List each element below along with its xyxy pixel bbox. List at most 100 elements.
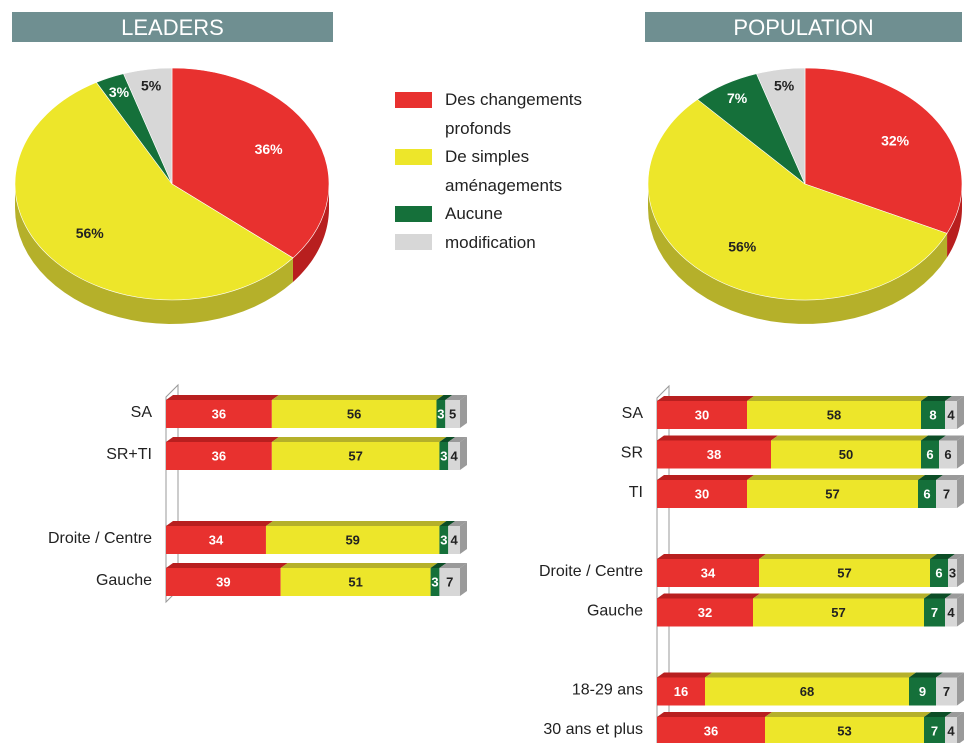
- bar-segment: [705, 677, 909, 706]
- bar-top: [936, 672, 964, 678]
- bar-label: 3: [431, 574, 438, 589]
- bar-label: 7: [943, 684, 950, 699]
- header-title: POPULATION: [733, 15, 873, 40]
- bar-label: 4: [451, 448, 459, 463]
- bar-top: [271, 437, 447, 442]
- bar-label: 58: [827, 407, 841, 422]
- category-label: SR: [621, 445, 643, 462]
- bar-segment: [936, 677, 957, 706]
- slice-label: 56%: [728, 239, 757, 255]
- bar-label: 38: [707, 447, 721, 462]
- bar-end: [460, 563, 467, 596]
- bar-top: [445, 395, 467, 400]
- bar-segment: [166, 526, 266, 554]
- category-label: Gauche: [587, 603, 643, 620]
- bar-top: [166, 521, 273, 526]
- bar-top: [747, 396, 928, 401]
- slice-label: 56%: [76, 225, 105, 241]
- bar-label: 4: [451, 532, 459, 547]
- bar-top: [930, 554, 955, 559]
- legend-label: De simples aménagements: [445, 147, 563, 195]
- bar-segment: [924, 717, 945, 743]
- bar-segment: [166, 400, 272, 428]
- category-label: SR+TI: [106, 446, 152, 463]
- bar-label: 30: [695, 407, 709, 422]
- bar-segment: [747, 480, 918, 508]
- bar-label: 3: [437, 406, 444, 421]
- bar-end: [957, 593, 964, 627]
- bar-label: 56: [347, 406, 361, 421]
- bar-label: 57: [831, 605, 845, 620]
- bar-end: [957, 554, 964, 587]
- bar-top: [909, 672, 943, 678]
- slice: [647, 99, 948, 301]
- bar-segment: [439, 568, 460, 596]
- slice: [171, 67, 330, 259]
- header-title: LEADERS: [121, 15, 224, 40]
- bar-top: [657, 396, 754, 401]
- bar-segment: [921, 401, 945, 429]
- bar-label: 32: [698, 605, 712, 620]
- bar-label: 9: [919, 684, 926, 699]
- slice: [123, 67, 173, 185]
- bar-top: [448, 437, 467, 442]
- category-label: SA: [131, 404, 153, 421]
- bar-top: [765, 712, 931, 717]
- slice-label: 32%: [881, 132, 910, 148]
- bar-label: 57: [825, 486, 839, 501]
- bar-end: [957, 672, 964, 706]
- bar-label: 39: [216, 574, 230, 589]
- bar-segment: [759, 559, 930, 587]
- slice-side: [15, 184, 293, 324]
- bar-label: 51: [348, 574, 362, 589]
- bar-label: 4: [947, 723, 955, 738]
- bar-top: [924, 712, 952, 717]
- bar-top: [271, 395, 444, 400]
- bar-segment: [657, 717, 765, 743]
- bar-segment: [280, 568, 431, 596]
- bar-top: [945, 712, 964, 717]
- bar-label: 3: [440, 448, 447, 463]
- bar-label: 8: [929, 407, 936, 422]
- bar-label: 30: [695, 486, 709, 501]
- bar-segment: [445, 400, 460, 428]
- bar-label: 4: [947, 605, 955, 620]
- bar-segment: [945, 401, 957, 429]
- bar-top: [657, 593, 760, 599]
- bar-label: 3: [440, 532, 447, 547]
- bar-segment: [439, 442, 449, 470]
- bar-label: 59: [345, 532, 359, 547]
- category-label: Gauche: [96, 572, 152, 589]
- bar-label: 6: [923, 486, 930, 501]
- bar-top: [753, 593, 931, 599]
- bar-label: 6: [926, 447, 933, 462]
- category-label: Droite / Centre: [48, 530, 152, 547]
- bar-segment: [271, 400, 437, 428]
- legend-swatch: [395, 206, 432, 222]
- bar-top: [948, 554, 964, 559]
- bar-segment: [921, 440, 939, 469]
- bar-segment: [936, 480, 957, 508]
- bar-top: [936, 475, 964, 480]
- bar-top: [280, 563, 438, 568]
- bar-segment: [657, 401, 747, 429]
- bar-segment: [265, 526, 440, 554]
- bar-top: [657, 554, 766, 559]
- category-label: 18-29 ans: [572, 682, 643, 699]
- bar-label: 57: [348, 448, 362, 463]
- bar-label: 6: [935, 565, 942, 580]
- bar-segment: [439, 526, 449, 554]
- bar-segment: [448, 526, 460, 554]
- slice: [14, 81, 294, 301]
- bar-label: 7: [931, 605, 938, 620]
- bar-top: [921, 396, 952, 401]
- slice-side: [292, 184, 329, 282]
- bar-top: [759, 554, 937, 559]
- bar-segment: [930, 559, 948, 587]
- slice: [756, 67, 806, 185]
- slice-label: 36%: [255, 141, 284, 157]
- bar-end: [957, 475, 964, 508]
- bar-label: 50: [839, 447, 853, 462]
- bar-top: [166, 395, 279, 400]
